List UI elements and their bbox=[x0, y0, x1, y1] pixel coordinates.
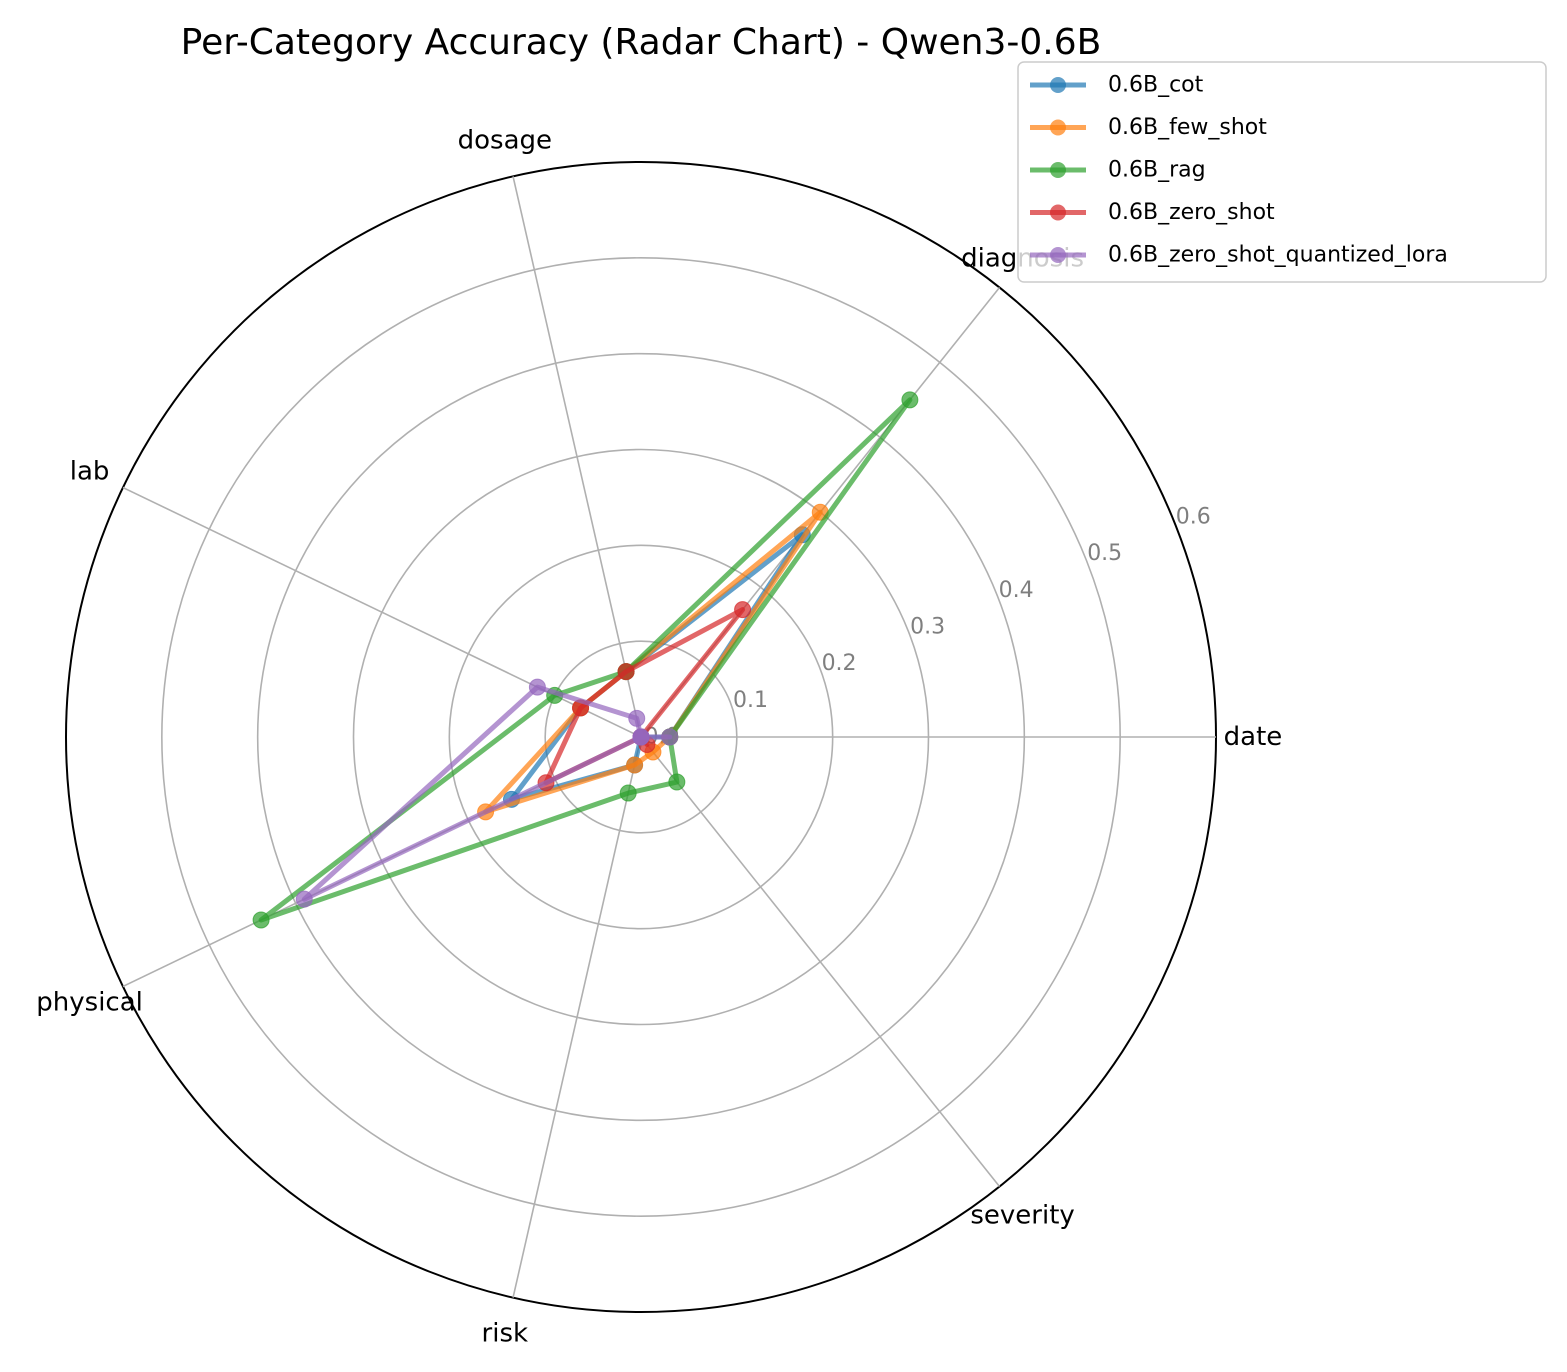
radial-tick-label: 0.5 bbox=[1087, 541, 1122, 566]
category-label: date bbox=[1224, 722, 1283, 752]
category-label: lab bbox=[70, 456, 110, 486]
radial-tick-label: 0.3 bbox=[910, 614, 945, 639]
category-label: risk bbox=[482, 1319, 529, 1349]
legend-label: 0.6B_zero_shot_quantized_lora bbox=[1108, 243, 1448, 268]
series-0.6B_rag bbox=[252, 391, 919, 929]
category-label: dosage bbox=[458, 125, 552, 155]
data-point bbox=[626, 756, 644, 774]
data-point bbox=[617, 663, 635, 681]
legend-label: 0.6B_few_shot bbox=[1108, 115, 1267, 140]
legend-label: 0.6B_zero_shot bbox=[1108, 200, 1275, 225]
data-point bbox=[628, 709, 646, 727]
data-point bbox=[901, 391, 919, 409]
radial-tick-label: 0.2 bbox=[822, 651, 857, 676]
legend-entry: 0.6B_zero_shot bbox=[1030, 200, 1275, 225]
legend-swatch-marker bbox=[1050, 119, 1066, 136]
radial-tick-label: 0.1 bbox=[733, 688, 768, 713]
data-point bbox=[528, 678, 546, 696]
series-0.6B_zero_shot_quantized_lora bbox=[295, 678, 679, 908]
category-label: severity bbox=[970, 1200, 1074, 1230]
spoke-line bbox=[512, 736, 642, 1298]
legend-swatch-marker bbox=[1050, 162, 1066, 178]
legend-label: 0.6B_cot bbox=[1108, 73, 1204, 98]
data-point bbox=[668, 773, 686, 791]
data-point bbox=[661, 728, 679, 746]
legend-swatch-marker bbox=[1050, 204, 1066, 221]
legend-swatch-marker bbox=[1050, 77, 1066, 93]
data-point bbox=[295, 890, 313, 908]
spoke-line bbox=[122, 486, 642, 738]
legend-swatch-marker bbox=[1050, 247, 1066, 263]
legend: 0.6B_cot 0.6B_few_shot 0.6B_rag 0.6B_zero_s… bbox=[1017, 61, 1547, 283]
legend-entry: 0.6B_zero_shot_quantized_lora bbox=[1030, 243, 1448, 268]
legend-label: 0.6B_rag bbox=[1108, 158, 1206, 183]
data-point bbox=[734, 601, 752, 619]
spoke-line bbox=[640, 736, 1001, 1188]
chart-title: Per-Category Accuracy (Radar Chart) - Qw… bbox=[181, 22, 1102, 63]
radial-tick-label: 0.4 bbox=[999, 578, 1034, 603]
legend-entry: 0.6B_few_shot bbox=[1030, 115, 1267, 140]
legend-entry: 0.6B_rag bbox=[1030, 158, 1206, 183]
data-point bbox=[632, 728, 650, 746]
radar-series bbox=[252, 391, 919, 929]
spoke-line bbox=[512, 176, 642, 738]
category-label: physical bbox=[36, 988, 143, 1018]
radial-tick-label: 0.6 bbox=[1176, 504, 1211, 529]
legend-entry: 0.6B_cot bbox=[1030, 73, 1204, 98]
legend-box bbox=[1017, 61, 1547, 283]
data-point bbox=[252, 911, 270, 929]
data-point bbox=[619, 784, 637, 802]
